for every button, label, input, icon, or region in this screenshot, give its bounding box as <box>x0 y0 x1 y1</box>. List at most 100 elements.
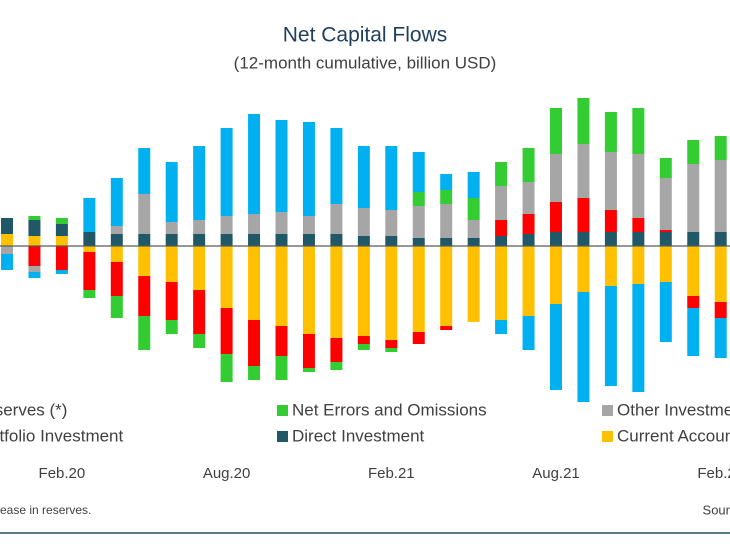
bar-segment <box>412 206 425 238</box>
bar-segment <box>302 216 315 234</box>
bar-segment <box>659 246 672 282</box>
bar-segment <box>550 154 562 202</box>
bar-segment <box>440 174 453 190</box>
legend-swatch <box>602 431 613 442</box>
bar-segment <box>1 218 13 234</box>
bar-segment <box>28 246 41 266</box>
bar-segment <box>550 232 562 246</box>
bar-segment <box>302 122 315 216</box>
bar-segment <box>577 98 590 144</box>
bar-segment <box>302 368 315 372</box>
bar-segment <box>412 192 425 206</box>
bar-segment <box>385 348 398 352</box>
bar-segment <box>83 246 96 252</box>
legend-label: Other Investment <box>617 400 730 419</box>
bar-segment <box>385 246 398 340</box>
bar-segment <box>330 246 343 338</box>
bar-segment <box>275 212 288 234</box>
bar-segment <box>138 194 151 234</box>
bar-segment <box>687 232 700 246</box>
bar-segment <box>412 238 425 246</box>
bar-segment <box>687 246 700 296</box>
bar-segment <box>83 252 96 290</box>
bar-segment <box>714 136 727 160</box>
bar-segment <box>357 246 370 336</box>
bar-segment <box>138 276 151 316</box>
bar-segment <box>330 234 343 246</box>
bar-segment <box>495 162 508 186</box>
bar-segment <box>714 302 727 318</box>
bar-segment <box>550 246 562 304</box>
bar-segment <box>659 178 672 230</box>
bar-segment <box>55 246 68 270</box>
bar-segment <box>687 296 700 308</box>
bar-segment <box>412 152 425 192</box>
bar-segment <box>220 246 233 308</box>
bar-segment <box>165 246 178 282</box>
bar-segment <box>193 234 206 246</box>
bar-segment <box>275 326 288 356</box>
bar-segment <box>412 332 425 344</box>
bar-segment <box>687 140 700 164</box>
bar-segment <box>385 210 398 236</box>
bar-segment <box>577 246 590 292</box>
x-tick-label: Aug.20 <box>203 465 251 482</box>
bar-segment <box>193 220 206 234</box>
bar-segment <box>138 148 151 194</box>
legend-label: Portfolio Investment <box>0 426 124 445</box>
bar-segment <box>55 218 68 224</box>
bar-segment <box>522 148 535 182</box>
bar-segment <box>550 108 562 154</box>
bar-segment <box>138 234 151 246</box>
bar-segment <box>193 290 206 334</box>
bar-segment <box>220 128 233 216</box>
x-tick-label: Feb.22 <box>697 465 730 482</box>
bar-segment <box>83 290 96 298</box>
bar-segment <box>385 236 398 246</box>
bar-segment <box>714 232 727 246</box>
bar-segment <box>632 154 645 218</box>
bar-segment <box>138 316 151 350</box>
bar-segment <box>302 246 315 334</box>
legend-label: Direct Investment <box>292 426 425 445</box>
x-tick-label: Aug.21 <box>532 465 580 482</box>
bar-segment <box>467 220 480 238</box>
legend-label: Current Account <box>617 426 730 445</box>
footnote: ease in reserves. <box>0 503 91 517</box>
bar-segment <box>138 246 151 276</box>
bar-segment <box>193 146 206 220</box>
bar-segment <box>83 198 96 232</box>
bar-segment <box>604 286 617 386</box>
bar-segment <box>604 246 617 286</box>
bar-segment <box>248 366 261 380</box>
bar-segment <box>495 320 508 334</box>
bar-segment <box>550 304 562 390</box>
bar-segment <box>302 334 315 368</box>
bar-segment <box>330 338 343 362</box>
bar-segment <box>165 162 178 222</box>
bar-segment <box>522 246 535 316</box>
bar-segment <box>110 296 123 318</box>
bar-segment <box>165 282 178 320</box>
bar-segment <box>495 236 508 246</box>
bar-segment <box>28 216 41 220</box>
bar-segment <box>220 216 233 234</box>
bar-segment <box>467 198 480 220</box>
bar-segment <box>467 172 480 198</box>
bar-segment <box>440 204 453 238</box>
chart-subtitle: (12-month cumulative, billion USD) <box>234 53 497 72</box>
legend-swatch <box>602 405 613 416</box>
bar-segment <box>357 336 370 344</box>
bar-segment <box>275 246 288 326</box>
bar-segment <box>357 236 370 246</box>
bar-segment <box>687 308 700 356</box>
x-tick-label: Feb.21 <box>368 465 415 482</box>
bar-segment <box>440 238 453 246</box>
bar-segment <box>220 234 233 246</box>
bar-segment <box>632 232 645 246</box>
bar-segment <box>1 246 13 254</box>
legend-label: Net Errors and Omissions <box>292 400 487 419</box>
bar-segment <box>248 234 261 246</box>
